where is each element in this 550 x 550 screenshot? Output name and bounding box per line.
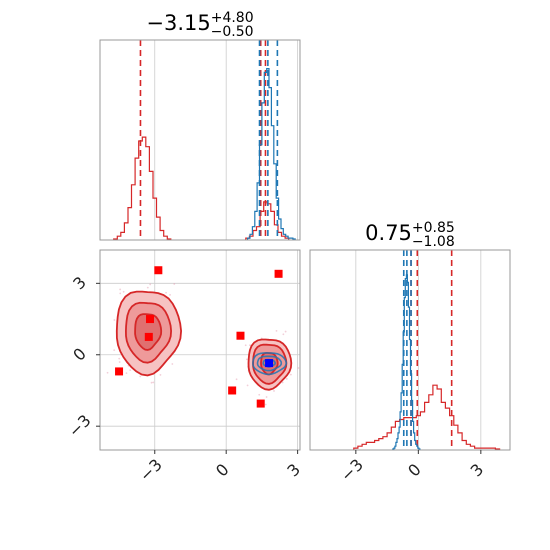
joint-red-square-marker (228, 386, 237, 395)
joint-sample-point (113, 319, 116, 321)
param1-marginal-frame (99, 39, 301, 241)
param2-marginal-frame (309, 249, 511, 451)
param2-title-minus: −1.08 (412, 234, 455, 250)
joint-x-tick-label: 3 (283, 460, 304, 481)
joint-sample-point (118, 361, 121, 363)
param1-title-plus: +4.80 (211, 10, 254, 26)
joint-blue-contour-level-2 (256, 355, 283, 372)
joint-sample-point (258, 393, 261, 396)
param1-marginal-histogram (99, 39, 301, 241)
joint-sample-point (165, 291, 167, 294)
joint-sample-point (169, 293, 171, 296)
joint-sample-point (297, 367, 300, 369)
joint-sample-point (119, 288, 122, 291)
joint-sample-point (281, 381, 284, 384)
joint-blue-square-marker (265, 359, 274, 368)
joint-sample-point (245, 358, 248, 361)
param2-marginal-histogram: −3 0 3 (309, 249, 511, 485)
joint-red-square-marker (154, 266, 163, 275)
joint-sample-point (264, 403, 267, 406)
joint-sample-point (246, 384, 249, 387)
joint-sample-point (125, 372, 128, 375)
joint-sample-point (173, 283, 176, 285)
joint-sample-point (152, 381, 155, 384)
joint-sample-point (129, 369, 132, 372)
joint-y-tick-label: 3 (69, 273, 90, 294)
joint-sample-point (285, 378, 288, 380)
joint-x-tick-label: 0 (212, 460, 233, 481)
joint-sample-point (149, 283, 152, 286)
param2-marginal-red-histogram-step (353, 384, 501, 450)
param1-title-value: −3.15 (146, 11, 210, 35)
joint-blue-contour-level-1 (252, 352, 288, 376)
param2-title-value: 0.75 (365, 221, 412, 245)
joint-sample-point (265, 396, 268, 398)
joint-red-square-marker (144, 332, 153, 341)
joint-red-square-marker (115, 367, 124, 376)
joint-sample-point (235, 378, 238, 381)
param2-x-tick-label: −3 (337, 455, 367, 485)
joint-y-tick-label: −3 (65, 411, 95, 441)
joint-x-tick-label: −3 (136, 455, 166, 485)
joint-sample-point (244, 344, 247, 347)
param2-title-plus: +0.85 (412, 220, 455, 236)
joint-sample-point (118, 357, 121, 360)
joint-sample-point (119, 292, 122, 295)
joint-sample-point (113, 349, 116, 352)
param2-marginal-blue-histogram-step (392, 274, 421, 450)
joint-sample-point (273, 390, 275, 392)
corner-plot-titles: −3.15+4.80 −0.50 0.75+0.85 −1.08 (146, 10, 454, 250)
param2-x-tick-label: 3 (467, 460, 488, 481)
joint-sample-point (249, 344, 251, 347)
joint-density-plot: −3 0 3 −3 0 3 (65, 249, 304, 485)
joint-sample-point (282, 333, 285, 336)
joint-y-tick-label: 0 (69, 344, 90, 365)
param1-title: −3.15+4.80 −0.50 (146, 10, 253, 40)
joint-red-contour-level-3 (134, 313, 163, 351)
joint-sample-point (106, 371, 109, 374)
joint-red-square-marker (274, 269, 283, 278)
joint-red-square-marker (236, 331, 245, 340)
joint-frame (99, 249, 301, 451)
joint-red-square-marker (146, 315, 154, 324)
param2-x-tick-label: 0 (404, 460, 425, 481)
joint-sample-point (159, 374, 162, 376)
joint-sample-point (146, 286, 149, 289)
joint-sample-point (139, 375, 142, 378)
joint-red-square-marker (256, 399, 265, 408)
param1-title-minus: −0.50 (211, 24, 254, 40)
joint-sample-point (122, 290, 125, 293)
param2-title: 0.75+0.85 −1.08 (365, 220, 455, 250)
joint-sample-point (284, 330, 287, 333)
joint-sample-point (171, 363, 174, 365)
joint-sample-point (275, 329, 278, 332)
joint-sample-point (289, 373, 292, 376)
param1-marginal-blue-histogram-step (247, 68, 296, 240)
joint-sample-point (150, 381, 153, 384)
